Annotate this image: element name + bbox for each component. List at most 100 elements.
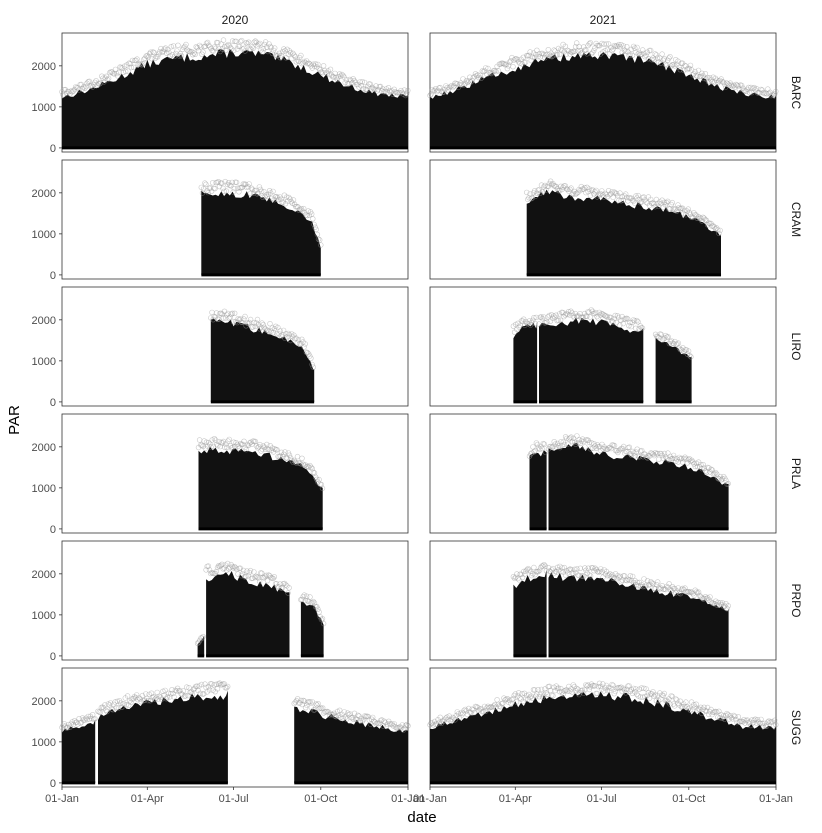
data-point xyxy=(168,691,174,697)
data-point xyxy=(186,48,193,54)
y-tick-label: 2000 xyxy=(32,442,56,454)
data-point xyxy=(220,315,227,321)
data-point xyxy=(763,723,770,729)
par-density xyxy=(430,691,776,783)
data-point xyxy=(586,41,592,47)
y-tick-label: 1000 xyxy=(32,483,56,495)
data-point xyxy=(651,693,657,699)
data-point xyxy=(560,439,566,445)
par-density xyxy=(98,690,228,783)
data-point xyxy=(308,355,314,361)
data-point xyxy=(231,47,237,54)
data-segment xyxy=(523,178,723,277)
data-point xyxy=(302,341,308,347)
par-density xyxy=(513,569,547,656)
data-point xyxy=(605,684,612,691)
data-point xyxy=(495,68,501,74)
par-density xyxy=(539,317,644,402)
data-point xyxy=(294,340,300,346)
data-point xyxy=(758,716,764,723)
data-point xyxy=(622,191,629,197)
data-point xyxy=(216,46,222,52)
data-point xyxy=(561,441,568,448)
data-point xyxy=(200,186,207,192)
data-point xyxy=(137,60,144,67)
data-point xyxy=(686,589,693,595)
data-point xyxy=(316,705,322,712)
data-point xyxy=(678,586,685,593)
data-point xyxy=(701,704,707,710)
par-density xyxy=(210,318,315,402)
data-point xyxy=(256,41,262,47)
data-point xyxy=(692,68,698,75)
data-point xyxy=(749,717,755,723)
data-point xyxy=(221,188,227,195)
data-point xyxy=(508,58,514,64)
y-tick-label: 2000 xyxy=(32,696,56,708)
data-point xyxy=(391,721,397,727)
data-segment xyxy=(545,433,731,531)
data-point xyxy=(626,444,632,450)
data-point xyxy=(759,720,765,727)
data-point xyxy=(286,452,293,458)
data-point xyxy=(309,466,315,472)
data-point xyxy=(535,568,542,575)
data-point xyxy=(674,697,680,703)
data-point xyxy=(651,57,657,63)
data-point xyxy=(244,40,251,47)
data-point xyxy=(128,64,135,71)
data-point xyxy=(162,687,168,694)
data-point xyxy=(541,51,547,58)
data-point xyxy=(208,444,214,450)
data-point xyxy=(76,87,82,93)
data-point xyxy=(532,320,538,327)
data-point xyxy=(368,86,375,92)
data-point xyxy=(278,333,285,339)
data-point xyxy=(686,705,693,711)
data-point xyxy=(630,317,637,323)
data-point xyxy=(541,441,547,447)
data-point xyxy=(242,313,248,320)
data-point xyxy=(666,581,672,587)
data-point xyxy=(610,319,616,325)
data-point xyxy=(285,330,291,337)
data-point xyxy=(219,681,225,688)
data-point xyxy=(587,192,594,199)
data-point xyxy=(253,443,260,449)
data-point xyxy=(705,220,712,226)
x-tick-label: 01-Oct xyxy=(304,793,337,805)
data-point xyxy=(307,699,313,705)
data-point xyxy=(313,226,319,233)
data-point xyxy=(480,708,487,715)
data-point xyxy=(635,192,641,199)
data-point xyxy=(509,696,515,703)
data-point xyxy=(229,563,236,570)
data-point xyxy=(603,41,609,47)
data-point xyxy=(174,48,180,54)
data-point xyxy=(693,589,700,595)
par-density xyxy=(300,601,324,656)
data-point xyxy=(206,439,212,446)
panel-PRLA-2020 xyxy=(61,413,409,534)
data-point xyxy=(724,605,730,612)
data-point xyxy=(522,571,528,577)
data-point xyxy=(133,57,139,63)
data-point xyxy=(370,714,376,721)
data-point xyxy=(115,705,122,711)
data-point xyxy=(221,681,228,687)
data-point xyxy=(139,692,146,699)
data-point xyxy=(630,43,637,50)
data-point xyxy=(285,590,291,596)
data-point xyxy=(118,64,124,71)
par-density xyxy=(198,446,323,529)
data-point xyxy=(510,573,517,580)
data-point xyxy=(233,179,240,186)
data-point xyxy=(558,568,564,575)
data-point xyxy=(199,190,206,196)
data-point xyxy=(635,319,641,325)
data-point xyxy=(613,448,620,454)
data-point xyxy=(222,444,228,450)
data-point xyxy=(596,680,603,686)
data-point xyxy=(134,56,140,62)
data-point xyxy=(282,449,288,455)
